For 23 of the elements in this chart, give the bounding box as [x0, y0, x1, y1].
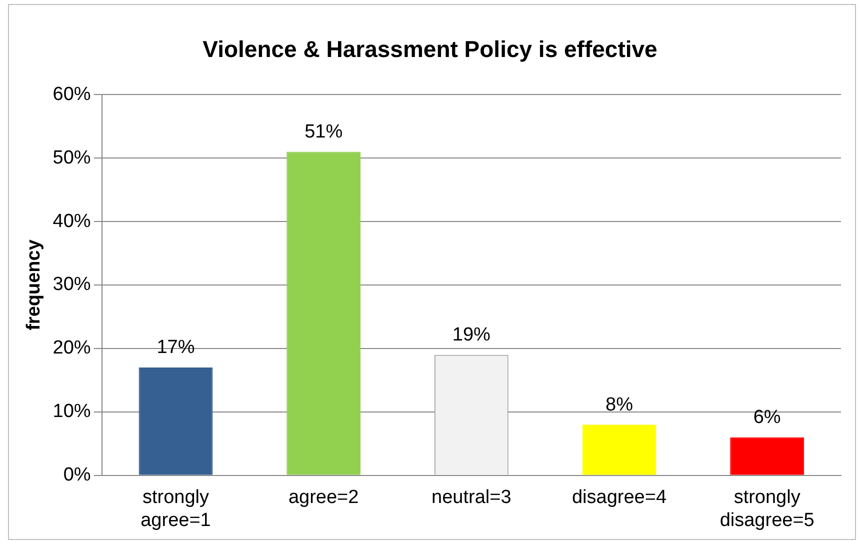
- data-label: 8%: [606, 394, 634, 416]
- x-tick-label: agree=2: [288, 487, 359, 508]
- y-tick-label: 60%: [52, 84, 91, 105]
- bar: [582, 424, 656, 475]
- y-tick-label: 10%: [52, 401, 91, 422]
- bar: [286, 152, 361, 475]
- bar: [138, 368, 213, 475]
- x-tick-label: strongly agree=1: [140, 487, 211, 531]
- x-tick-label: neutral=3: [432, 487, 512, 508]
- bar: [730, 437, 804, 475]
- x-tick-label: strongly disagree=5: [720, 487, 814, 531]
- y-tick-label: 30%: [52, 274, 91, 296]
- y-tick-label: 50%: [52, 147, 91, 168]
- y-tick-label: 40%: [52, 210, 91, 232]
- x-tick-label: disagree=4: [572, 487, 667, 508]
- chart-title: Violence & Harassment Policy is effective: [202, 36, 658, 62]
- y-axis-title: frequency: [24, 239, 45, 330]
- data-label: 6%: [753, 407, 781, 428]
- data-label: 51%: [304, 121, 343, 142]
- data-label: 17%: [156, 337, 195, 358]
- y-tick-label: 20%: [52, 338, 91, 359]
- data-label: 19%: [452, 324, 491, 346]
- y-tick-label: 0%: [63, 464, 91, 486]
